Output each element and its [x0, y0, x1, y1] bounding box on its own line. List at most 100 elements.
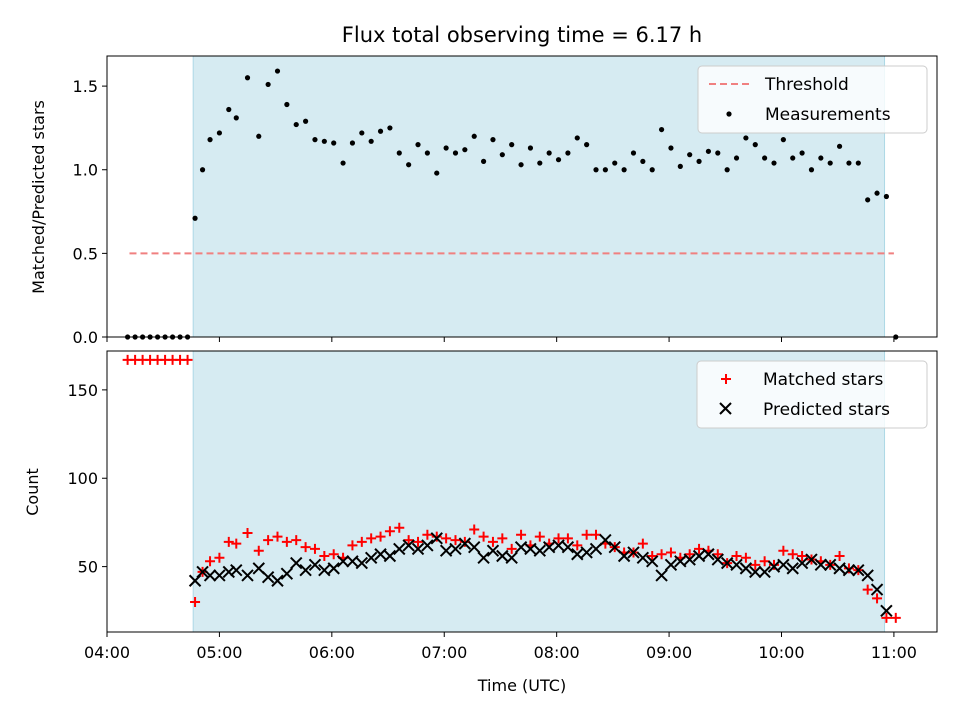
matched-point [431, 531, 442, 542]
y-tick-label: 1.0 [73, 161, 98, 180]
measurement-point [443, 145, 449, 151]
x-tick-label: 06:00 [309, 643, 355, 662]
chart-title: Flux total observing time = 6.17 h [342, 23, 702, 47]
measurement-point [340, 160, 346, 166]
matched-point [366, 533, 377, 544]
y-tick-label: 50 [78, 558, 98, 577]
matched-point [890, 612, 901, 623]
measurement-point [518, 162, 524, 168]
matched-point [516, 529, 527, 540]
top-y-axis-label: Matched/Predicted stars [29, 100, 48, 294]
matched-point [272, 531, 283, 542]
matched-point [450, 535, 461, 546]
predicted-point [617, 549, 631, 563]
measurement-point [677, 163, 683, 169]
matched-point [347, 540, 358, 551]
measurement-point [799, 150, 805, 156]
matched-point [581, 529, 592, 540]
measurement-point [368, 138, 374, 144]
predicted-point [468, 540, 481, 554]
matched-point [778, 545, 789, 556]
matched-point [562, 533, 573, 544]
matched-point [665, 547, 676, 558]
measurement-point [846, 160, 852, 166]
predicted-point [271, 574, 284, 587]
predicted-point [758, 565, 771, 579]
matched-point [394, 522, 405, 533]
measurement-point [303, 118, 309, 124]
predicted-point [346, 555, 359, 568]
predicted-point [674, 555, 687, 568]
matched-point [684, 549, 695, 560]
measurement-point [658, 126, 665, 133]
predicted-point [261, 571, 275, 584]
predicted-point [364, 551, 378, 564]
legend-matched-label: Matched stars [763, 370, 883, 390]
predicted-point [702, 548, 715, 561]
measurement-point [452, 150, 459, 156]
measurement-point [584, 142, 590, 148]
predicted-point [196, 565, 209, 579]
predicted-point [692, 549, 706, 563]
matched-point [768, 559, 779, 570]
x-tick-label: 04:00 [84, 643, 130, 662]
predicted-point [599, 533, 612, 547]
measurement-point [715, 150, 721, 156]
measurement-point [640, 158, 646, 164]
measurement-point [462, 147, 468, 153]
matched-point [843, 563, 854, 574]
predicted-point [449, 542, 462, 556]
predicted-point [486, 544, 500, 557]
x-tick-label: 11:00 [871, 643, 917, 662]
matched-point [834, 551, 845, 562]
matched-point [403, 535, 414, 546]
predicted-point [477, 551, 490, 564]
matched-point [300, 542, 311, 553]
predicted-point [852, 563, 865, 577]
predicted-point [730, 558, 743, 572]
measurement-point [827, 160, 833, 166]
matched-point [291, 535, 302, 546]
measurement-point [555, 157, 562, 163]
legend-predicted-swatch [719, 402, 732, 415]
predicted-point [290, 556, 303, 570]
predicted-point [655, 569, 668, 582]
predicted-point [430, 532, 443, 545]
measurement-point [490, 137, 496, 143]
predicted-point [646, 555, 659, 568]
matched-point [740, 552, 751, 563]
matched-point [478, 531, 489, 542]
measurement-point [256, 133, 262, 139]
matched-point [253, 545, 264, 556]
matched-point [750, 559, 761, 570]
measurement-point [293, 121, 299, 128]
matched-point [413, 536, 424, 547]
matched-point [759, 556, 770, 567]
matched-point [797, 551, 808, 562]
predicted-point [402, 539, 415, 552]
measurement-point [207, 137, 213, 143]
measurement-point [696, 158, 702, 164]
matched-point [731, 551, 742, 562]
predicted-point [870, 583, 884, 596]
bottom-legend: Matched stars Predicted stars [696, 360, 928, 429]
matched-point [694, 543, 705, 554]
measurement-point [593, 167, 599, 173]
predicted-point [795, 556, 809, 570]
measurement-point [244, 75, 251, 81]
legend-threshold-label: Threshold [764, 75, 849, 95]
measurement-point [818, 155, 824, 161]
predicted-point [823, 558, 837, 572]
predicted-point [222, 565, 235, 579]
matched-point [182, 354, 193, 365]
measurement-point [855, 160, 861, 166]
matched-point [647, 551, 658, 562]
predicted-point [203, 569, 217, 582]
measurement-point [321, 138, 327, 144]
matched-point [356, 536, 367, 547]
legend-measurements-label: Measurements [765, 105, 891, 125]
predicted-point [767, 560, 781, 573]
matched-point [872, 593, 883, 604]
predicted-point [393, 542, 406, 556]
